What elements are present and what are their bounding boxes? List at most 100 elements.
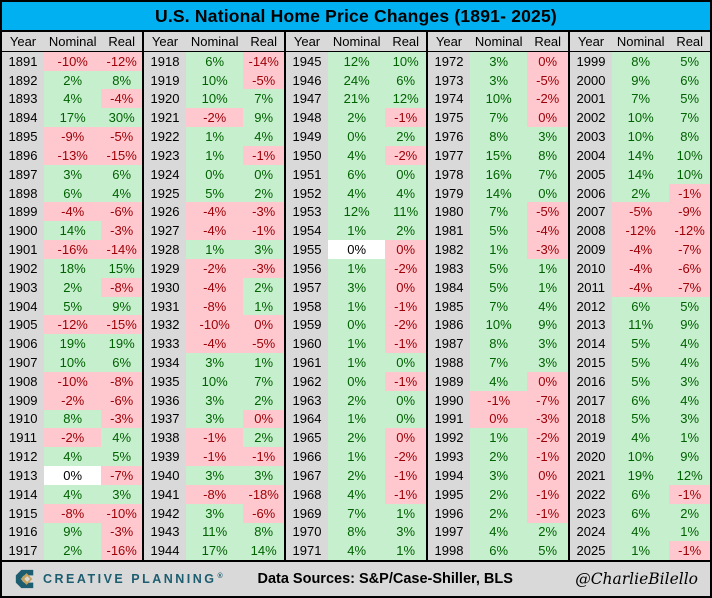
real-cell: -1% (385, 108, 426, 128)
real-cell: 2% (385, 221, 426, 241)
nominal-cell: 5% (470, 277, 528, 297)
nominal-cell: 2% (470, 503, 528, 523)
real-cell: -1% (385, 296, 426, 316)
table-row: 1926 -4% -3% (144, 202, 284, 222)
real-cell: -6% (669, 258, 710, 278)
table-row: 1942 3% -6% (144, 503, 284, 523)
real-cell: -7% (101, 466, 142, 485)
nominal-cell: 10% (186, 371, 244, 391)
nominal-cell: 4% (328, 183, 386, 203)
nominal-cell: 8% (470, 127, 528, 146)
header-row: Year Nominal Real (428, 32, 568, 52)
year-cell: 2006 (570, 183, 612, 203)
table-row: 1903 2% -8% (2, 277, 142, 297)
year-cell: 1953 (286, 202, 328, 222)
real-cell: -15% (101, 145, 142, 165)
column-header-real: Real (101, 32, 142, 51)
nominal-cell: 3% (186, 503, 244, 523)
nominal-cell: 3% (470, 70, 528, 90)
trademark-mark: ® (217, 572, 226, 580)
table-row: 1988 7% 3% (428, 353, 568, 372)
year-cell: 1944 (144, 541, 186, 561)
nominal-cell: 3% (44, 164, 102, 184)
nominal-cell: 2% (44, 541, 102, 561)
real-cell: -6% (101, 202, 142, 222)
real-cell: 2% (243, 277, 284, 297)
table-row: 1930 -4% 2% (144, 277, 284, 297)
nominal-cell: 7% (470, 296, 528, 316)
real-cell: -1% (243, 221, 284, 241)
real-cell: 2% (243, 390, 284, 410)
table-row: 1953 12% 11% (286, 202, 426, 222)
year-cell: 1929 (144, 258, 186, 278)
real-cell: 2% (243, 183, 284, 203)
nominal-cell: 14% (612, 164, 670, 184)
table-row: 2002 10% 7% (570, 108, 710, 128)
table-row: 1940 3% 3% (144, 466, 284, 485)
table-row: 1955 0% 0% (286, 240, 426, 259)
year-cell: 1939 (144, 447, 186, 467)
year-cell: 1946 (286, 70, 328, 90)
nominal-cell: 4% (44, 89, 102, 109)
nominal-cell: 4% (612, 428, 670, 448)
real-cell: 10% (669, 145, 710, 165)
real-cell: -3% (243, 258, 284, 278)
year-cell: 1996 (428, 503, 470, 523)
nominal-cell: 6% (44, 183, 102, 203)
year-cell: 2015 (570, 353, 612, 372)
table-row: 1975 7% 0% (428, 108, 568, 128)
year-cell: 1986 (428, 315, 470, 335)
year-cell: 2008 (570, 221, 612, 241)
table-row: 1981 5% -4% (428, 221, 568, 241)
nominal-cell: 2% (44, 70, 102, 90)
table-row: 1933 -4% -5% (144, 334, 284, 354)
real-cell: -9% (669, 202, 710, 222)
table-row: 1997 4% 2% (428, 522, 568, 542)
nominal-cell: 4% (470, 522, 528, 542)
year-cell: 1945 (286, 51, 328, 71)
table-row: 1921 -2% 9% (144, 108, 284, 128)
real-cell: -1% (243, 447, 284, 467)
table-row: 1932 -10% 0% (144, 315, 284, 335)
real-cell: 0% (243, 315, 284, 335)
nominal-cell: -4% (186, 277, 244, 297)
real-cell: 4% (669, 353, 710, 372)
real-cell: -5% (527, 70, 568, 90)
table-row: 1947 21% 12% (286, 89, 426, 109)
year-cell: 1964 (286, 409, 328, 429)
nominal-cell: 18% (44, 258, 102, 278)
nominal-cell: 10% (186, 70, 244, 90)
nominal-cell: 3% (470, 466, 528, 485)
nominal-cell: 3% (186, 409, 244, 429)
real-cell: 9% (527, 315, 568, 335)
real-cell: -2% (385, 258, 426, 278)
table-row: 1990 -1% -7% (428, 390, 568, 410)
real-cell: 3% (527, 127, 568, 146)
table-row: 1936 3% 2% (144, 390, 284, 410)
year-cell: 1895 (2, 127, 44, 146)
table-row: 1959 0% -2% (286, 315, 426, 335)
nominal-cell: -2% (44, 428, 102, 448)
year-cell: 2004 (570, 145, 612, 165)
real-cell: -2% (527, 89, 568, 109)
year-cell: 1937 (144, 409, 186, 429)
year-cell: 1927 (144, 221, 186, 241)
table-row: 1999 8% 5% (570, 51, 710, 71)
real-cell: 0% (385, 390, 426, 410)
table-row: 2013 11% 9% (570, 315, 710, 335)
real-cell: 0% (385, 277, 426, 297)
year-cell: 1906 (2, 334, 44, 354)
table-row: 2010 -4% -6% (570, 258, 710, 278)
real-cell: -7% (527, 390, 568, 410)
real-cell: 0% (385, 353, 426, 372)
year-cell: 1891 (2, 51, 44, 71)
column-header-year: Year (144, 32, 186, 51)
table-row: 1919 10% -5% (144, 70, 284, 90)
year-cell: 1960 (286, 334, 328, 354)
table-row: 2024 4% 1% (570, 522, 710, 542)
table-row: 1973 3% -5% (428, 70, 568, 90)
table-row: 2018 5% 3% (570, 409, 710, 429)
table-row: 2015 5% 4% (570, 353, 710, 372)
year-cell: 1984 (428, 277, 470, 297)
nominal-cell: 2% (328, 466, 386, 485)
